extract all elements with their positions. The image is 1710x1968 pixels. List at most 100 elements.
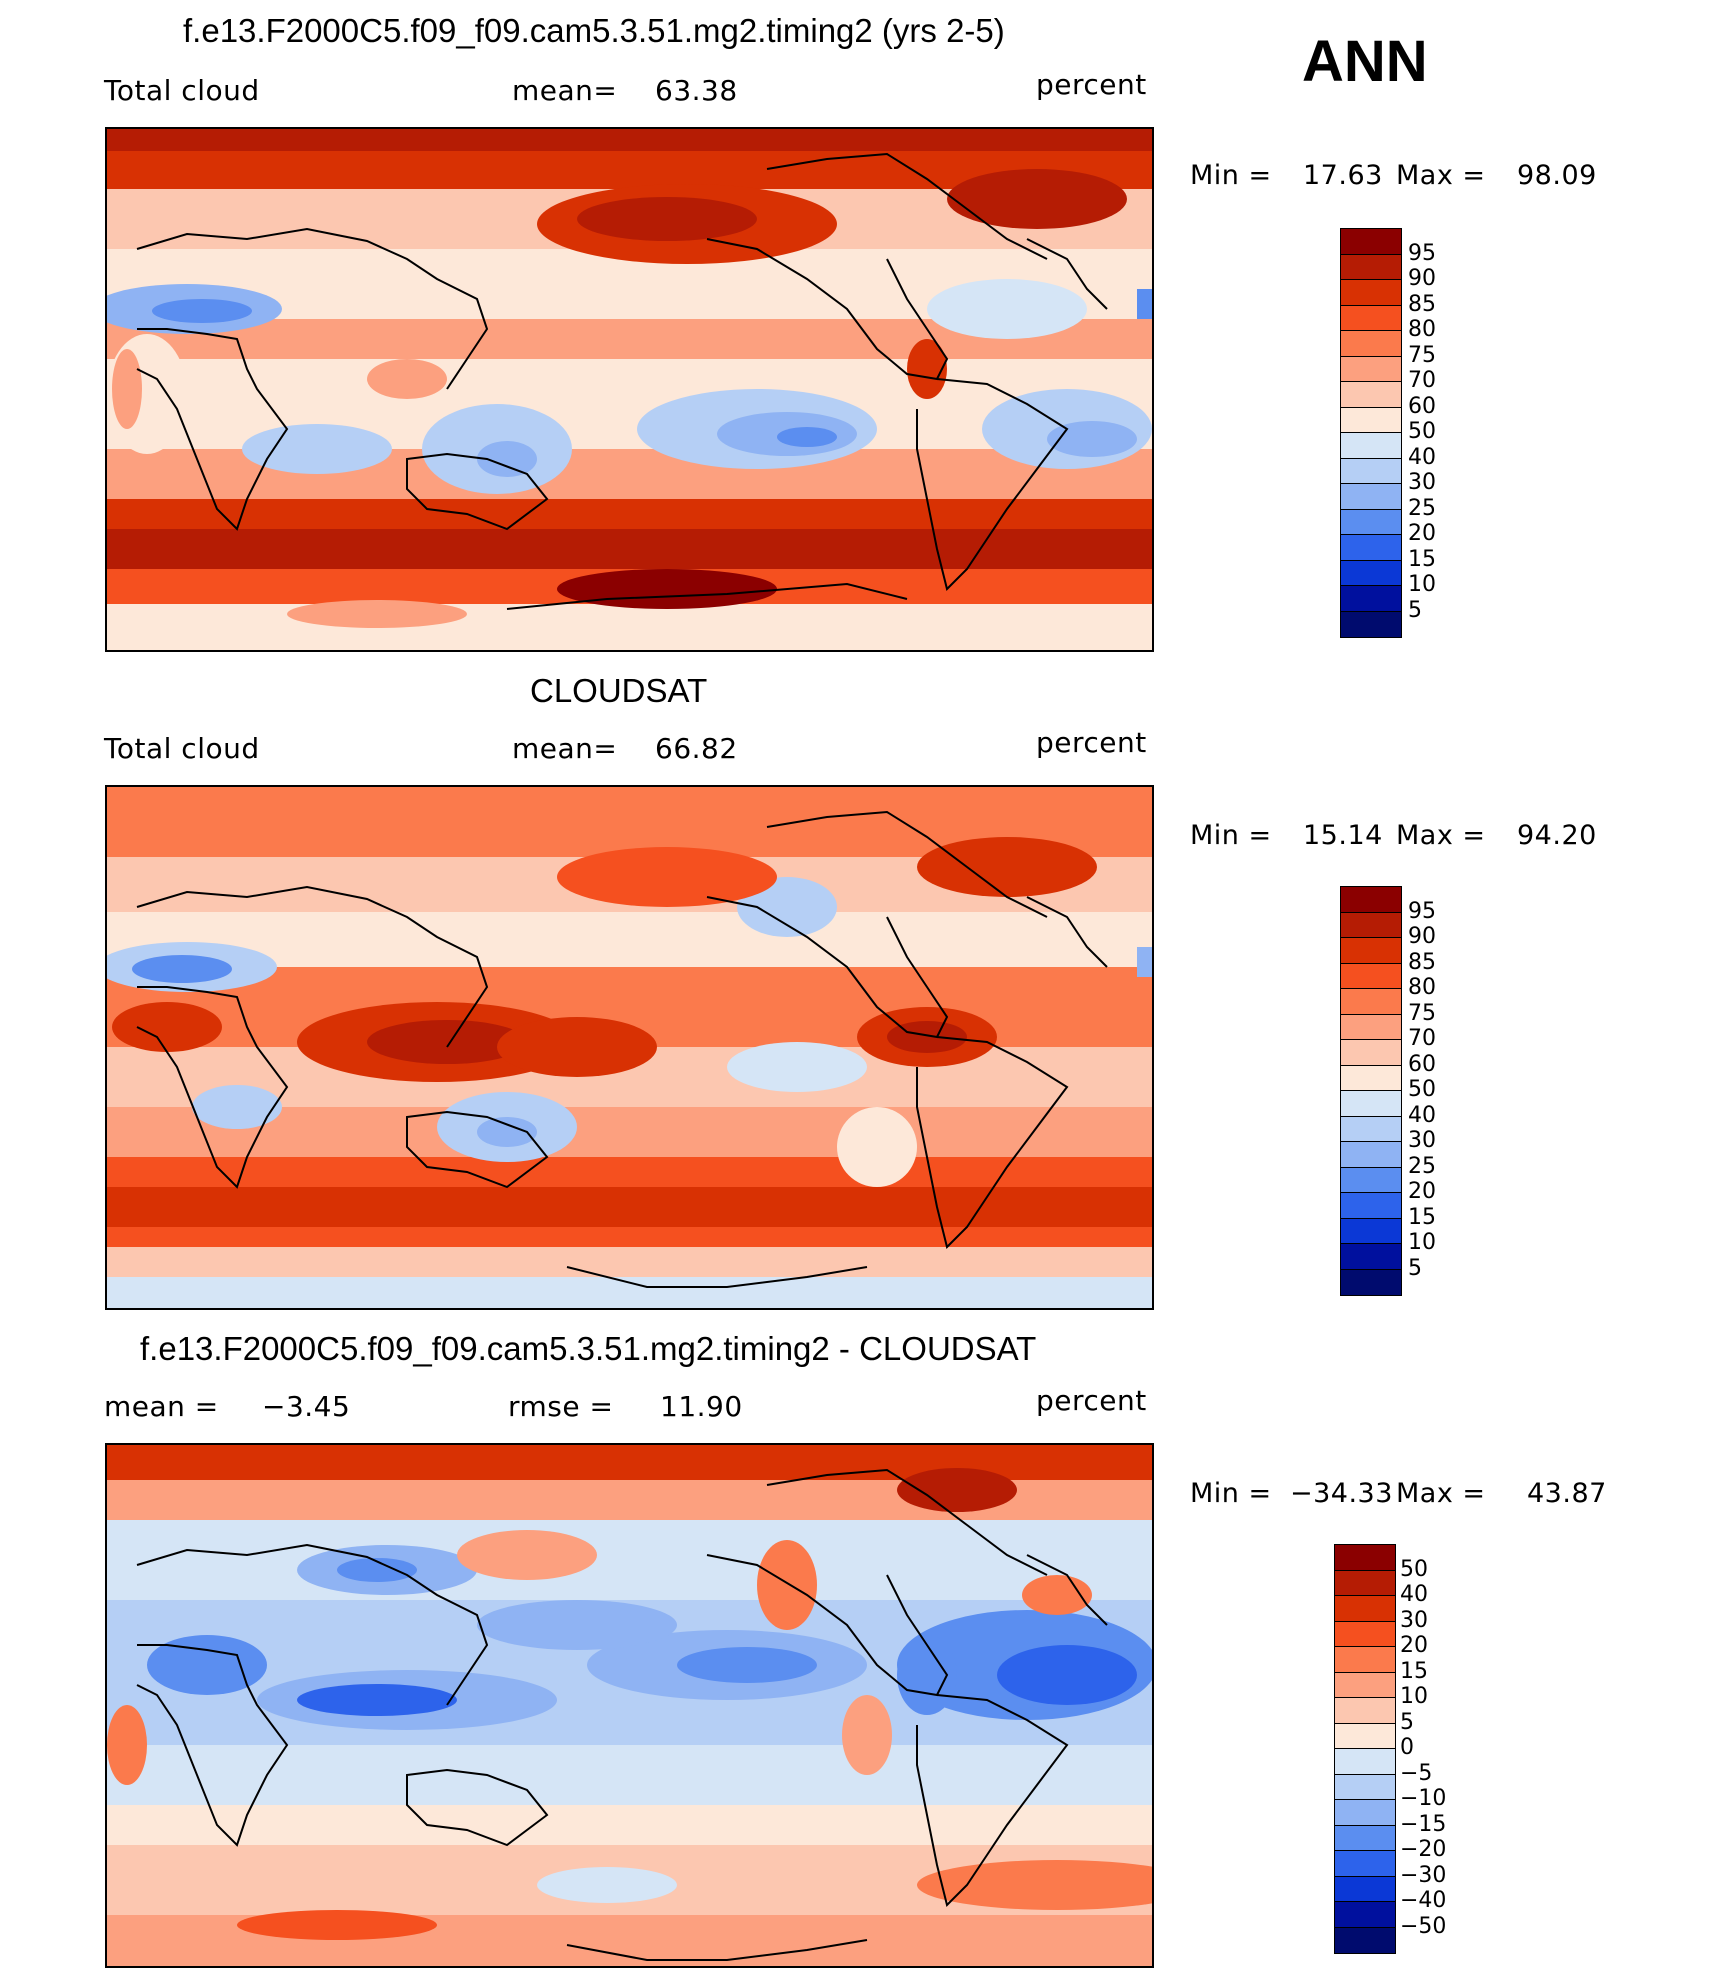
panel3-min-value: −34.33 — [1290, 1478, 1393, 1509]
colorbar-level-label: 25 — [1408, 495, 1436, 521]
panel1-max-label: Max = — [1396, 160, 1486, 191]
colorbar-level-label: 10 — [1400, 1684, 1428, 1709]
colorbar-level-label: 90 — [1408, 266, 1436, 291]
colorbar-level-label: 50 — [1408, 419, 1436, 444]
colorbar-level-label: 80 — [1408, 317, 1436, 342]
colorbar-swatch — [1341, 1167, 1401, 1193]
panel1-mean-label: mean= — [512, 74, 618, 107]
panel3-rmse-label: rmse = — [508, 1390, 614, 1423]
panel2-mean-label: mean= — [512, 732, 618, 765]
panel2-min-label: Min = — [1190, 820, 1272, 851]
colorbar-level-label: 30 — [1408, 1128, 1436, 1153]
colorbar-level-label: −40 — [1400, 1888, 1447, 1913]
colorbar-level-label: 15 — [1400, 1658, 1428, 1684]
colorbar-level-label: −15 — [1400, 1811, 1447, 1837]
colorbar-swatch — [1341, 305, 1401, 331]
panel3-title: f.e13.F2000C5.f09_f09.cam5.3.51.mg2.timi… — [140, 1330, 1037, 1367]
colorbar-level-label: 85 — [1408, 291, 1436, 317]
panel1-units: percent — [1036, 68, 1147, 101]
panel3-difference-field — [107, 1445, 1152, 1966]
panel3-colorbar-swatches — [1334, 1544, 1396, 1954]
colorbar-swatch — [1341, 586, 1401, 612]
colorbar-swatch — [1341, 509, 1401, 535]
colorbar-level-label: 20 — [1408, 1179, 1436, 1204]
colorbar-level-label: −10 — [1400, 1786, 1447, 1811]
colorbar-swatch — [1335, 1672, 1395, 1698]
panel1-colorbar-swatches — [1340, 228, 1402, 638]
colorbar-swatch — [1335, 1621, 1395, 1647]
colorbar-swatch — [1335, 1851, 1395, 1877]
colorbar-swatch — [1341, 535, 1401, 561]
panel3-max-value: 43.87 — [1527, 1478, 1607, 1509]
colorbar-level-label: 50 — [1408, 1077, 1436, 1102]
panel1-variable-label: Total cloud — [104, 74, 260, 107]
colorbar-swatch — [1341, 254, 1401, 280]
colorbar-level-label: −5 — [1400, 1760, 1433, 1786]
colorbar-level-label: −30 — [1400, 1862, 1447, 1888]
colorbar-level-label: 0 — [1400, 1735, 1414, 1760]
colorbar-level-label: 5 — [1408, 1255, 1422, 1281]
colorbar-level-label: 20 — [1400, 1633, 1428, 1658]
colorbar-swatch — [1341, 938, 1401, 964]
panel1-map — [105, 127, 1154, 652]
colorbar-level-label: 40 — [1408, 1102, 1436, 1128]
colorbar-swatch — [1341, 484, 1401, 510]
colorbar-swatch — [1335, 1927, 1395, 1953]
panel3-map — [105, 1443, 1154, 1968]
colorbar-swatch — [1335, 1774, 1395, 1800]
colorbar-level-label: 20 — [1408, 521, 1436, 546]
colorbar-swatch — [1335, 1825, 1395, 1851]
colorbar-level-label: 50 — [1400, 1556, 1428, 1582]
colorbar-level-label: 25 — [1408, 1153, 1436, 1179]
colorbar-swatch — [1341, 1091, 1401, 1117]
panel2-title: CLOUDSAT — [530, 672, 708, 709]
colorbar-swatch — [1341, 382, 1401, 408]
colorbar-swatch — [1341, 407, 1401, 433]
colorbar-swatch — [1341, 1244, 1401, 1270]
panel3-max-label: Max = — [1396, 1478, 1486, 1509]
panel2-mean-value: 66.82 — [655, 732, 738, 765]
colorbar-swatch — [1341, 1116, 1401, 1142]
season-label: ANN — [1302, 29, 1428, 94]
colorbar-swatch — [1341, 912, 1401, 938]
colorbar-level-label: 15 — [1408, 1204, 1436, 1230]
colorbar-level-label: 75 — [1408, 342, 1436, 368]
colorbar-level-label: 75 — [1408, 1000, 1436, 1026]
colorbar-level-label: 70 — [1408, 368, 1436, 393]
colorbar-swatch — [1341, 280, 1401, 306]
colorbar-level-label: 80 — [1408, 975, 1436, 1000]
panel1-min-label: Min = — [1190, 160, 1272, 191]
colorbar-level-label: 10 — [1408, 1230, 1436, 1255]
colorbar-level-label: 30 — [1408, 470, 1436, 495]
colorbar-swatch — [1341, 356, 1401, 382]
colorbar-swatch — [1335, 1545, 1395, 1571]
colorbar-swatch — [1335, 1723, 1395, 1749]
panel2-min-value: 15.14 — [1303, 820, 1383, 851]
colorbar-swatch — [1341, 1218, 1401, 1244]
colorbar-level-label: 40 — [1408, 444, 1436, 470]
colorbar-level-label: 70 — [1408, 1026, 1436, 1051]
panel3-mean-value: −3.45 — [262, 1390, 351, 1423]
panel1-mean-value: 63.38 — [655, 74, 738, 107]
colorbar-swatch — [1341, 1142, 1401, 1168]
colorbar-swatch — [1341, 1040, 1401, 1066]
colorbar-level-label: 60 — [1408, 1051, 1436, 1077]
panel2-variable-label: Total cloud — [104, 732, 260, 765]
colorbar-swatch — [1341, 433, 1401, 459]
panel1-title: f.e13.F2000C5.f09_f09.cam5.3.51.mg2.timi… — [183, 12, 1005, 49]
colorbar-swatch — [1335, 1698, 1395, 1724]
colorbar-level-label: 30 — [1400, 1607, 1428, 1633]
colorbar-level-label: 5 — [1408, 597, 1422, 623]
colorbar-swatch — [1335, 1876, 1395, 1902]
colorbar-level-label: 95 — [1408, 898, 1436, 924]
panel2-cloud-field — [107, 787, 1152, 1308]
colorbar-swatch — [1341, 229, 1401, 255]
panel2-max-label: Max = — [1396, 820, 1486, 851]
panel1-cloud-field — [107, 129, 1152, 650]
colorbar-swatch — [1335, 1902, 1395, 1928]
colorbar-swatch — [1335, 1596, 1395, 1622]
colorbar-swatch — [1335, 1647, 1395, 1673]
panel3-units: percent — [1036, 1384, 1147, 1417]
colorbar-level-label: 95 — [1408, 240, 1436, 266]
panel1-min-value: 17.63 — [1303, 160, 1383, 191]
